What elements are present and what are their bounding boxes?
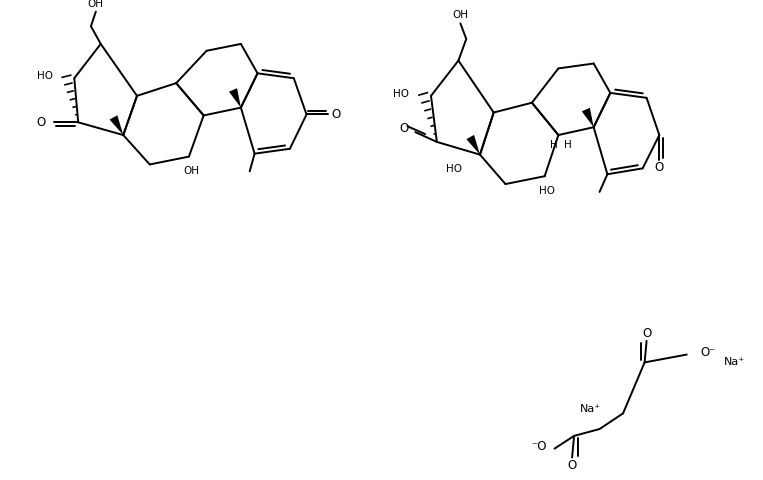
Text: HO: HO	[539, 186, 555, 196]
Text: O: O	[331, 108, 340, 121]
Polygon shape	[229, 88, 241, 108]
Polygon shape	[110, 115, 124, 135]
Text: OH: OH	[183, 166, 199, 176]
Text: OH: OH	[88, 0, 104, 9]
Text: Na⁺: Na⁺	[580, 405, 601, 414]
Text: OH: OH	[452, 11, 468, 21]
Polygon shape	[582, 108, 594, 127]
Text: HO: HO	[446, 164, 462, 174]
Text: Na⁺: Na⁺	[724, 358, 745, 367]
Text: O: O	[399, 122, 408, 135]
Text: ⁻O: ⁻O	[531, 440, 546, 453]
Text: HO: HO	[394, 89, 410, 99]
Text: O⁻: O⁻	[700, 346, 716, 359]
Text: O: O	[568, 459, 577, 472]
Text: O: O	[642, 326, 651, 339]
Text: O: O	[37, 116, 46, 129]
Text: HO: HO	[37, 71, 53, 81]
Polygon shape	[466, 135, 480, 155]
Text: H: H	[549, 140, 557, 150]
Text: H: H	[565, 140, 572, 150]
Text: O: O	[655, 161, 664, 174]
